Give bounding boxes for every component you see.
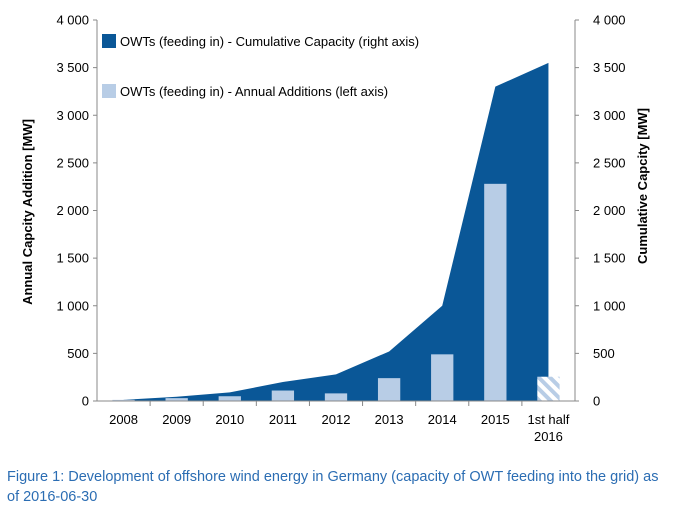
left-axis-tick-label: 500 — [67, 346, 89, 361]
x-axis-tick-label: 2015 — [481, 412, 510, 427]
right-axis-title: Cumulative Capcity [MW] — [635, 108, 650, 264]
annual-addition-bar — [218, 396, 241, 401]
legend-label-annual: OWTs (feeding in) - Annual Additions (le… — [120, 84, 388, 99]
annual-addition-bar — [484, 183, 507, 401]
right-axis-tick-label: 2 000 — [593, 203, 626, 218]
right-axis-tick-label: 1 500 — [593, 251, 626, 266]
left-axis-tick-label: 1 000 — [56, 298, 89, 313]
legend: OWTs (feeding in) - Cumulative Capacity … — [102, 34, 419, 99]
annual-addition-bar — [165, 398, 188, 401]
legend-swatch-cumulative — [102, 34, 116, 48]
right-axis-tick-label: 3 500 — [593, 60, 626, 75]
left-axis-tick-label: 3 500 — [56, 60, 89, 75]
cumulative-capacity-area — [123, 62, 549, 402]
left-axis-tick-label: 1 500 — [56, 251, 89, 266]
left-axis-tick-label: 0 — [82, 394, 89, 409]
x-axis-tick-label: 2012 — [322, 412, 351, 427]
right-axis-tick-label: 0 — [593, 394, 600, 409]
figure-caption: Figure 1: Development of offshore wind e… — [7, 469, 659, 505]
x-axis-tick-label: 1st half 2016 — [527, 412, 569, 444]
legend-label-cumulative: OWTs (feeding in) - Cumulative Capacity … — [120, 34, 419, 49]
right-axis-tick-label: 4 000 — [593, 13, 626, 28]
annual-addition-bar — [324, 393, 348, 401]
x-axis-tick-label: 2009 — [162, 412, 191, 427]
left-axis-tick-label: 4 000 — [56, 13, 89, 28]
chart: 0 0 500 500 1 000 1 000 1 500 1 500 2 000 2 000 2 … — [20, 13, 650, 445]
annual-addition-bar — [377, 378, 401, 401]
right-axis-tick-label: 1 000 — [593, 298, 626, 313]
x-axis-tick-label: 2010 — [215, 412, 244, 427]
right-axis-tick-label: 500 — [593, 346, 615, 361]
annual-addition-bar — [112, 399, 135, 401]
x-axis-tick-label: 2008 — [109, 412, 138, 427]
legend-swatch-annual — [102, 84, 116, 98]
left-axis-tick-label: 3 000 — [56, 108, 89, 123]
right-axis-tick-label: 2 500 — [593, 155, 626, 170]
annual-addition-bar — [431, 354, 454, 401]
left-axis-tick-label: 2 500 — [56, 155, 89, 170]
x-axis-tick-label: 2014 — [428, 412, 457, 427]
x-axis-tick-label: 2013 — [375, 412, 404, 427]
annual-addition-bar — [271, 390, 295, 401]
left-axis-tick-label: 2 000 — [56, 203, 89, 218]
right-axis-tick-label: 3 000 — [593, 108, 626, 123]
x-axis-tick-label: 2011 — [269, 412, 297, 427]
annual-addition-bar — [537, 376, 560, 401]
left-axis-title: Annual Capcity Addition [MW] — [20, 119, 35, 305]
